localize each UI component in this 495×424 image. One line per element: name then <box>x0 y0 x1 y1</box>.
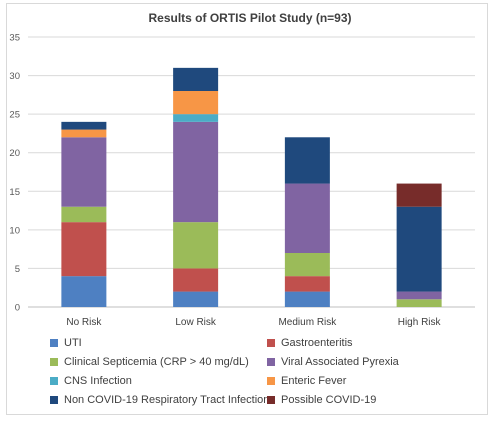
x-tick-label: High Risk <box>398 317 442 328</box>
x-tick-label: Medium Risk <box>278 317 337 328</box>
legend-label: UTI <box>64 337 82 349</box>
legend-item: Viral Associated Pyrexia <box>267 356 399 368</box>
legend-item: Gastroenteritis <box>267 337 353 349</box>
legend-label: CNS Infection <box>64 375 132 387</box>
legend-label: Viral Associated Pyrexia <box>281 356 399 368</box>
y-tick-label: 0 <box>15 303 20 314</box>
legend-label: Enteric Fever <box>281 375 347 387</box>
legend-item: Clinical Septicemia (CRP > 40 mg/dL) <box>50 356 249 368</box>
bar-segment <box>396 206 442 292</box>
y-tick-label: 15 <box>9 187 20 198</box>
legend-swatch <box>267 396 275 404</box>
x-tick-label: Low Risk <box>175 317 217 328</box>
bar-segment <box>61 222 107 277</box>
bar-segment <box>396 291 442 300</box>
bar-segment <box>61 129 107 138</box>
bar-segment <box>173 67 219 91</box>
x-tick-label: No Risk <box>66 317 102 328</box>
legend-item: UTI <box>50 337 82 349</box>
legend-item: Possible COVID-19 <box>267 394 376 406</box>
legend-swatch <box>267 358 275 366</box>
legend-swatch <box>50 377 58 385</box>
bar-segment <box>61 121 107 130</box>
legend-item: CNS Infection <box>50 375 132 387</box>
bar-segment <box>173 268 219 292</box>
bar-segment <box>284 276 330 292</box>
legend-swatch <box>267 339 275 347</box>
bar-segment <box>61 276 107 307</box>
bar-segment <box>173 91 219 115</box>
y-tick-label: 30 <box>9 71 20 82</box>
bar-segment <box>284 137 330 184</box>
y-tick-label: 10 <box>9 225 20 236</box>
legend-item: Non COVID-19 Respiratory Tract Infection <box>50 394 269 406</box>
bar-segment <box>61 206 107 223</box>
bars <box>61 67 442 307</box>
legend-item: Enteric Fever <box>267 375 346 387</box>
legend-swatch <box>50 339 58 347</box>
legend-label: Gastroenteritis <box>281 337 353 349</box>
y-tick-label: 35 <box>9 33 20 44</box>
legend-label: Non COVID-19 Respiratory Tract Infection <box>64 394 270 406</box>
chart-title: Results of ORTIS Pilot Study (n=93) <box>148 11 351 25</box>
y-axis-ticks: 0 5 10 15 20 25 30 35 <box>9 33 20 314</box>
bar-segment <box>284 291 330 307</box>
bar-segment <box>173 291 219 307</box>
y-tick-label: 20 <box>9 148 20 159</box>
bar-segment <box>173 222 219 269</box>
bar-segment <box>396 183 442 207</box>
bar-segment <box>173 121 219 223</box>
legend-swatch <box>267 377 275 385</box>
y-tick-label: 5 <box>15 264 20 275</box>
bar-segment <box>61 137 107 207</box>
y-tick-label: 25 <box>9 110 20 121</box>
x-axis-ticks: No Risk Low Risk Medium Risk High Risk <box>66 317 441 328</box>
bar-segment <box>173 114 219 122</box>
legend-swatch <box>50 358 58 366</box>
bar-segment <box>284 183 330 253</box>
legend-swatch <box>50 396 58 404</box>
legend-label: Clinical Septicemia (CRP > 40 mg/dL) <box>64 356 249 368</box>
legend-label: Possible COVID-19 <box>281 394 377 406</box>
bar-segment <box>396 299 442 307</box>
bar-segment <box>284 253 330 277</box>
